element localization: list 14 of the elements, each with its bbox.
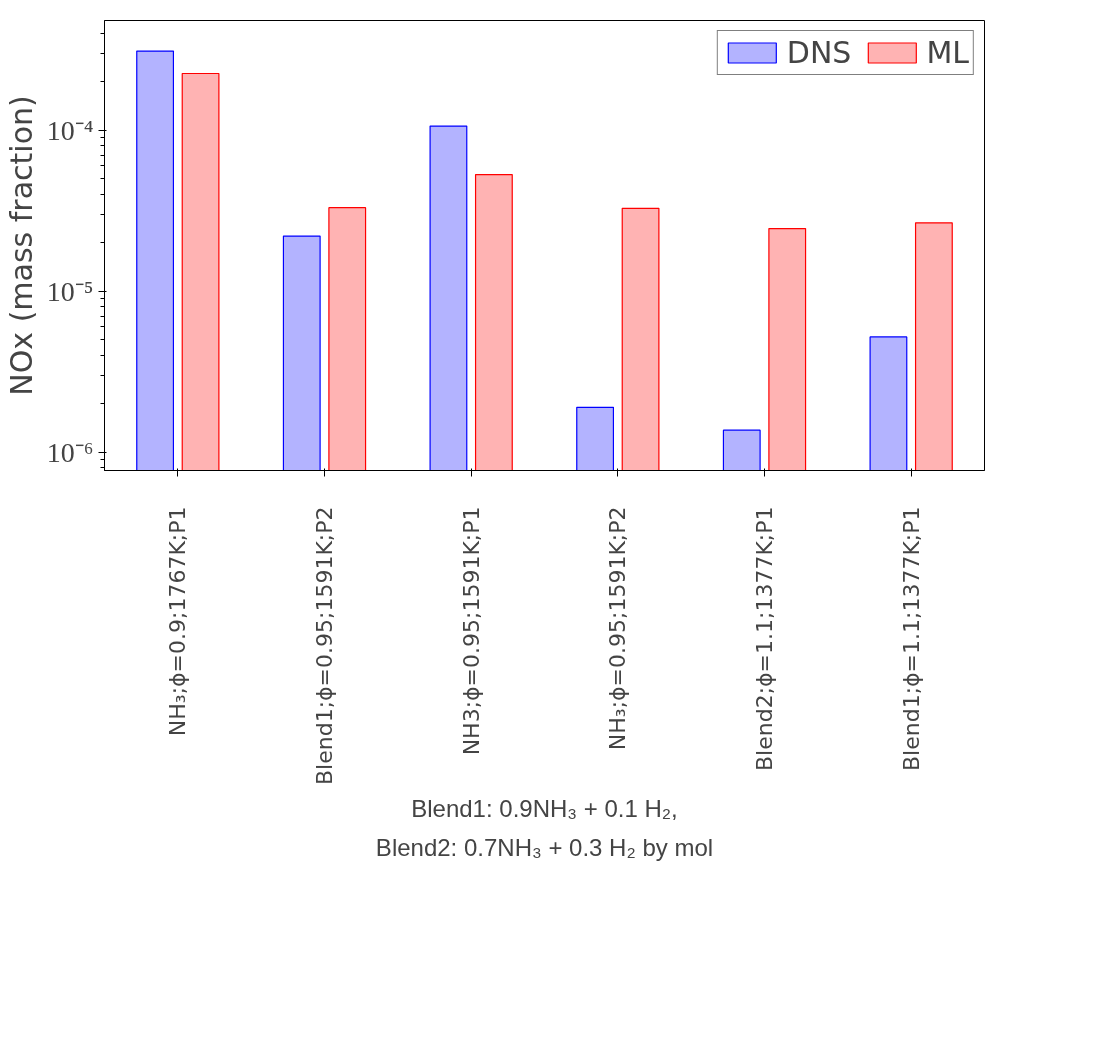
x-tick-label: Blend1;ϕ=0.95;1591K;P2 (312, 506, 337, 785)
y-tick-label: 10⁻⁵ (46, 275, 94, 307)
legend-label: DNS (786, 35, 852, 70)
x-tick-label: NH₃;ϕ=0.95;1591K;P2 (605, 506, 631, 751)
legend-label: ML (926, 35, 969, 70)
x-tick-label: NH₃;ϕ=0.9;1767K;P1 (165, 506, 191, 737)
y-axis-title: NOx (mass fraction) (3, 95, 39, 396)
text: Blend2: 0.7NH₃ + 0.3 H₂ by mol (375, 833, 714, 861)
y-tick-label: 10⁻⁴ (46, 114, 94, 146)
x-tick-label: Blend2;ϕ=1.1;1377K;P1 (752, 506, 777, 771)
text: Blend1: 0.9NH₃ + 0.1 H₂, (411, 794, 678, 822)
x-tick-label: Blend1;ϕ=1.1;1377K;P1 (898, 506, 924, 771)
y-tick-label: 10⁻⁶ (46, 436, 94, 468)
x-tick-label: NH3;ϕ=0.95;1591K;P1 (458, 506, 484, 756)
